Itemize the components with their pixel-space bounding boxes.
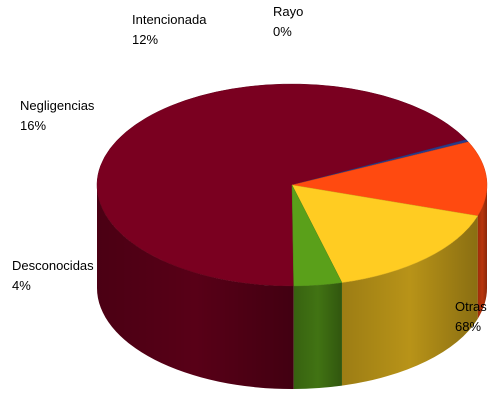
slice-intencionada — [291, 141, 488, 217]
label-name-rayo: Rayo — [273, 4, 303, 19]
slice-side-shade-negligencias — [341, 215, 478, 386]
label-name-negligencias: Negligencias — [20, 98, 95, 113]
label-pct-otras: 68% — [455, 319, 481, 334]
slice-side-shade-otras — [97, 185, 294, 389]
label-pct-negligencias: 16% — [20, 118, 46, 133]
slice-negligencias — [291, 184, 479, 283]
slice-side-shade-desconocidas — [293, 282, 342, 389]
pie-sides — [97, 185, 487, 389]
label-name-intencionada: Intencionada — [132, 12, 207, 27]
slice-side-shade-intencionada — [477, 185, 487, 319]
label-name-desconocidas: Desconocidas — [12, 258, 94, 273]
slice-desconocidas — [291, 184, 343, 287]
slice-otras — [96, 83, 467, 287]
pie-tops — [96, 83, 488, 287]
label-pct-rayo: 0% — [273, 24, 292, 39]
label-pct-intencionada: 12% — [132, 32, 158, 47]
label-name-otras: Otras — [455, 299, 487, 314]
label-pct-desconocidas: 4% — [12, 278, 31, 293]
